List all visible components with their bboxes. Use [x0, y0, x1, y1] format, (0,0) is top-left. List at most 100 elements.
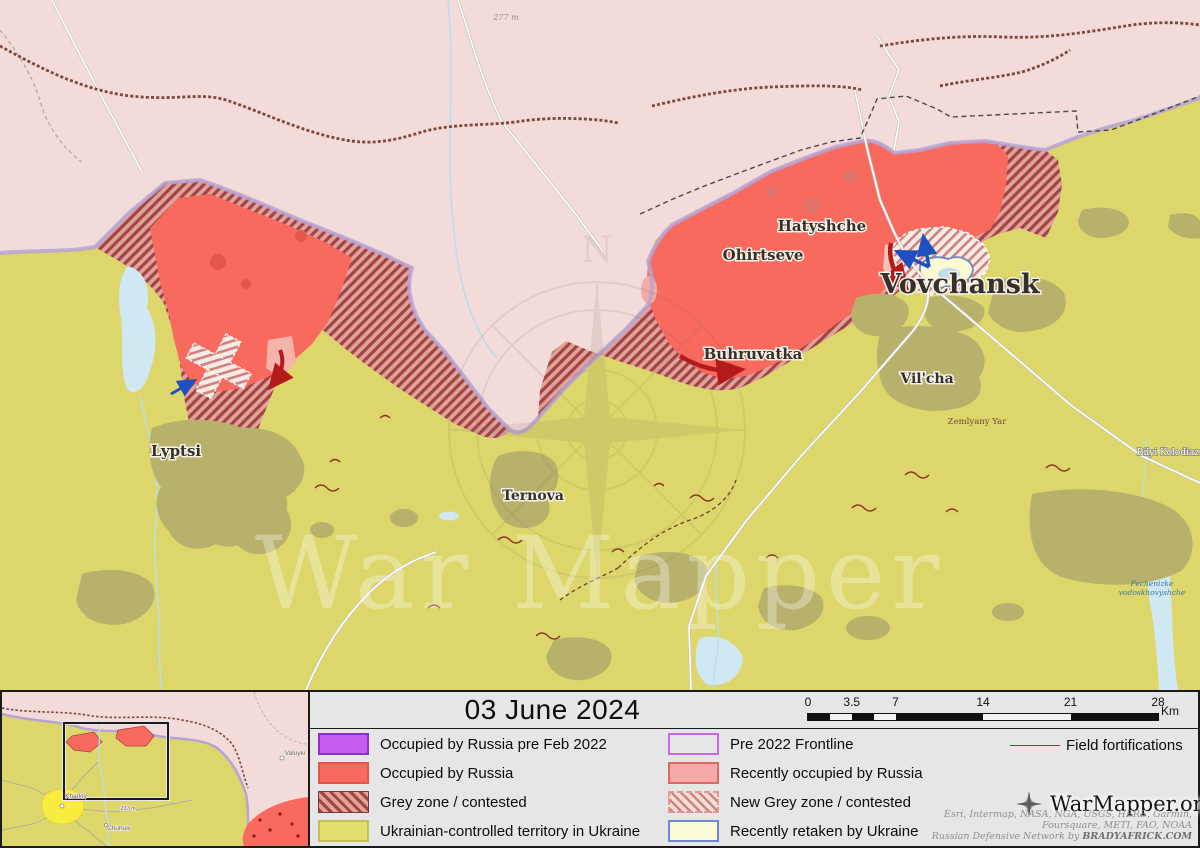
inset-dots: [252, 812, 300, 838]
attribution-line: Foursquare, METI, FAO, NOAA: [1042, 820, 1192, 831]
city-pond: [938, 268, 960, 280]
label-ternova: Ternova: [502, 488, 564, 504]
russian-arrow-buhruvatka: [678, 354, 746, 386]
compass-watermark: N: [448, 230, 746, 579]
inset-viewport[interactable]: [62, 721, 170, 801]
map-date-title: 03 June 2024: [308, 690, 797, 730]
scale-tick: 3.5: [843, 695, 861, 709]
scale-tick: 21: [1063, 695, 1078, 709]
swatch-recently-occupied: [668, 762, 719, 784]
frontline: [0, 96, 1200, 435]
stream: [713, 555, 720, 691]
ukrainian-arrow-lyptsi: [170, 379, 198, 397]
swatch-new-grey-zone: [668, 791, 719, 813]
legend: Occupied by Russia pre Feb 2022 Occupied…: [308, 728, 1200, 848]
label-reservoir-1: Pechenizke: [1130, 579, 1174, 588]
label-vilcha: Vil'cha: [899, 371, 953, 387]
russian-arrow-lyptsi: [267, 349, 294, 391]
legend-item: Recently retaken by Ukraine: [668, 819, 918, 843]
swatch-recently-retaken: [668, 820, 719, 842]
legend-label: New Grey zone / contested: [730, 793, 911, 811]
label-reservoir-2: vodoskhovyshche: [1119, 588, 1186, 597]
legend-item: New Grey zone / contested: [668, 790, 911, 814]
date-text: 03 June 2024: [464, 694, 641, 725]
attribution-line: Esri, Intermap, NASA, NGA, USGS, HERE, G…: [943, 809, 1192, 820]
river: [447, 0, 498, 359]
watermark-text: War Mapper: [255, 515, 945, 632]
lake-south: [695, 636, 743, 686]
legend-label: Recently retaken by Ukraine: [730, 822, 919, 840]
legend-item: Occupied by Russia pre Feb 2022: [318, 732, 607, 756]
compass-north-label: N: [581, 230, 613, 271]
label-vovchansk: Vovchansk: [879, 269, 1041, 300]
scale-tick: 0: [804, 695, 812, 709]
inset-occupied-2: [115, 725, 155, 747]
urban-spot: [295, 230, 307, 242]
inset-border-fortline: [2, 707, 249, 789]
russia-territory: [0, 0, 1200, 433]
legend-item: Ukrainian-controlled territory in Ukrain…: [318, 819, 640, 843]
warmapper-logo[interactable]: WarMapper.org: [1016, 791, 1200, 817]
inset-label-kharkiv: Kharkiv: [65, 793, 87, 800]
field-fortifications-line: [1010, 745, 1060, 746]
inset-admin: [253, 692, 308, 745]
scale-tick: 7: [892, 695, 899, 709]
inset-map[interactable]: Kharkiv Chuhuiv Valuyki 237 m: [0, 690, 310, 848]
label-buhruvatka: Buhruvatka: [704, 345, 803, 363]
ukrainian-arrow-vovchansk-west: [893, 249, 930, 270]
scale-tick: 28: [1151, 695, 1165, 709]
swatch-occupied: [318, 762, 369, 784]
main-map-canvas: N War Mapper Hatyshche Ohirtseve Vovchan…: [0, 0, 1200, 691]
legend-label: Occupied by Russia: [380, 764, 514, 782]
ukrainian-fortifications: [314, 414, 1071, 640]
inset-chuhuiv-marker: [104, 823, 108, 827]
urban-spot: [766, 186, 778, 198]
urban-areas: [76, 207, 1200, 681]
ukrainian-arrow-vovchansk-north: [916, 233, 938, 268]
inset-valuyki-marker: [279, 755, 285, 761]
inset-occupied-se: [242, 797, 308, 846]
label-bilyi-kolodiaz: Bilyi Kolodiaz: [1137, 448, 1199, 458]
pond: [439, 511, 459, 521]
contested-pocket-lyptsi: [185, 333, 253, 400]
legend-item: Pre 2022 Frontline: [668, 732, 853, 756]
lake-chain: [119, 266, 156, 393]
scale-bar-graphic: [807, 713, 1159, 721]
swatch-occupied-pre2022: [318, 733, 369, 755]
legend-item: Recently occupied by Russia: [668, 761, 923, 785]
legend-label: Grey zone / contested: [380, 793, 527, 811]
occupied-vovchansk: [646, 140, 1008, 378]
swatch-pre2022-frontline: [668, 733, 719, 755]
label-zemlyany-yar: Zemlyany Yar: [948, 417, 1008, 427]
admin-boundary: [0, 29, 83, 163]
swatch-ukrainian: [318, 820, 369, 842]
urban-spot: [844, 170, 858, 184]
urban-spot: [210, 254, 226, 270]
stream: [1141, 439, 1148, 503]
label-hatyshche: Hatyshche: [778, 217, 866, 235]
occupied-lyptsi: [150, 194, 352, 392]
legend-label: Occupied by Russia pre Feb 2022: [380, 735, 607, 753]
attack-arrows: [170, 233, 938, 397]
label-elevation: 277 m: [492, 13, 519, 22]
scale-unit: Km: [1161, 704, 1179, 718]
legend-item: Grey zone / contested: [318, 790, 527, 814]
inset-label-valuyki: Valuyki: [285, 750, 305, 757]
site-name: WarMapper.org: [1050, 792, 1200, 816]
inset-label-elevation: 237 m: [120, 806, 136, 812]
state-border: [639, 95, 1200, 215]
stream: [139, 395, 162, 691]
swatch-grey-zone: [318, 791, 369, 813]
legend-label: Pre 2022 Frontline: [730, 735, 854, 753]
label-ohirtseve: Ohirtseve: [723, 246, 804, 264]
inset-canvas: Kharkiv Chuhuiv Valuyki 237 m: [2, 692, 308, 846]
legend-item: Occupied by Russia: [318, 761, 513, 785]
urban-spot: [241, 279, 251, 289]
attribution: Esri, Intermap, NASA, NGA, USGS, HERE, G…: [932, 809, 1192, 842]
inset-kharkiv-marker: [59, 803, 65, 809]
compass-star-icon: [1016, 791, 1042, 817]
scale-tick: 14: [976, 695, 990, 709]
bottom-panel: Kharkiv Chuhuiv Valuyki 237 m 03 June 20…: [0, 690, 1200, 848]
main-map[interactable]: N War Mapper Hatyshche Ohirtseve Vovchan…: [0, 0, 1200, 691]
